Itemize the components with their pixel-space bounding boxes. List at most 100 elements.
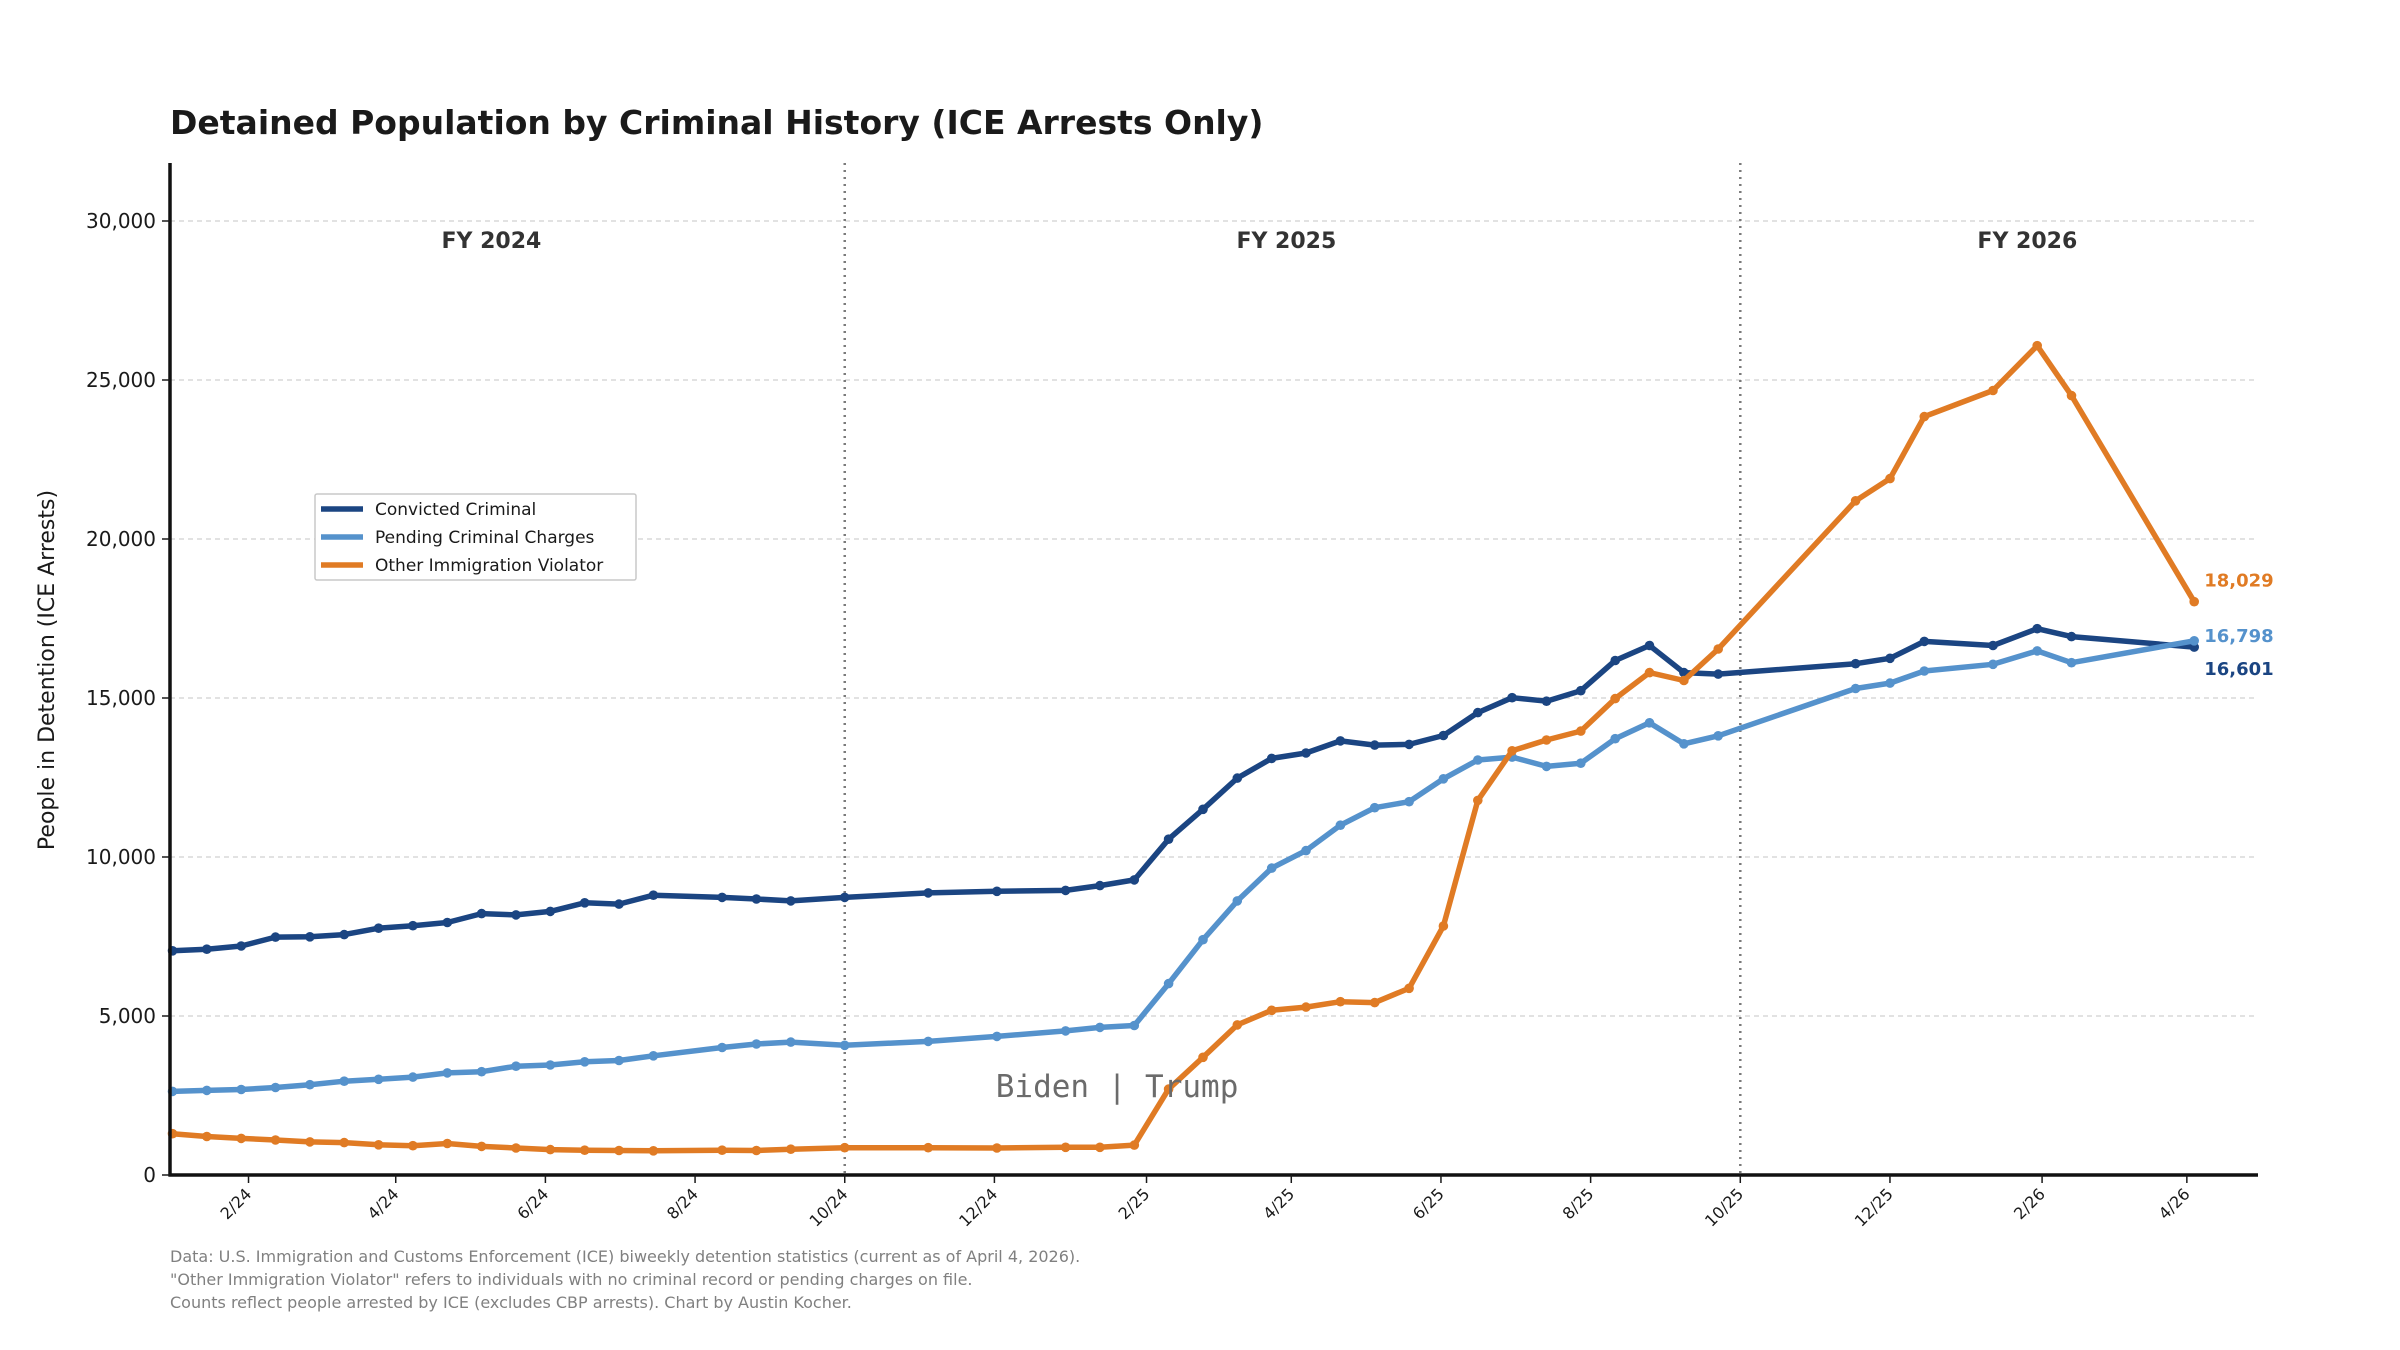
data-point: [305, 932, 315, 942]
data-point: [1610, 655, 1620, 666]
x-tick-label: 6/25: [1409, 1184, 1448, 1223]
data-point: [476, 908, 487, 919]
data-point: [1610, 733, 1620, 744]
data-point: [545, 1060, 556, 1070]
data-point: [545, 906, 556, 917]
series-line: [169, 342, 2197, 1154]
data-point: [648, 1146, 659, 1156]
data-point: [476, 1066, 487, 1077]
data-point: [1507, 692, 1517, 703]
data-point: [236, 941, 246, 951]
x-tick-label: 4/26: [2155, 1184, 2194, 1223]
data-point: [476, 1141, 487, 1152]
data-point: [1850, 658, 1861, 669]
y-tick-label: 10,000: [86, 845, 156, 869]
y-tick-label: 30,000: [86, 209, 156, 233]
series-end-labels: 16,601 16,798 18,029: [2204, 571, 2273, 680]
data-point: [1404, 796, 1414, 807]
data-point: [717, 892, 727, 903]
data-point: [1129, 1140, 1140, 1150]
x-tick-label: 10/24: [806, 1184, 852, 1230]
data-point: [1679, 675, 1689, 686]
data-point: [373, 1074, 384, 1085]
x-tick-label: 2/25: [1115, 1184, 1154, 1223]
data-point: [2189, 636, 2199, 646]
data-point: [1369, 997, 1380, 1008]
data-point: [1095, 880, 1105, 891]
legend: Convicted Criminal Pending Criminal Charg…: [314, 493, 637, 581]
data-point: [1404, 739, 1414, 750]
x-tick-label: 8/24: [663, 1184, 702, 1223]
data-point: [579, 1057, 590, 1067]
data-point: [1541, 735, 1552, 745]
data-point: [1438, 774, 1449, 784]
data-point: [923, 888, 933, 898]
data-point: [1095, 1022, 1105, 1033]
data-point: [1301, 748, 1311, 758]
data-point: [2066, 657, 2077, 668]
data-point: [1919, 411, 1930, 422]
data-point: [1507, 746, 1517, 756]
data-point: [923, 1036, 933, 1047]
data-point: [1095, 1142, 1105, 1153]
series-group: [167, 340, 2199, 1156]
data-point: [1988, 659, 1998, 670]
y-tick-label: 15,000: [86, 686, 156, 710]
x-tick-label: 2/24: [216, 1184, 255, 1223]
y-axis-ticks: 0 5,000 10,000 15,000 20,000 25,000 30,000: [86, 209, 170, 1187]
data-point: [1885, 678, 1895, 688]
data-point: [511, 910, 521, 920]
data-point: [1541, 696, 1552, 706]
data-point: [2032, 623, 2042, 634]
data-point: [1232, 773, 1243, 783]
data-point: [1885, 653, 1895, 664]
data-point: [1301, 845, 1311, 856]
series-line: [169, 625, 2197, 954]
data-point: [1163, 834, 1174, 844]
data-point: [2032, 340, 2042, 351]
data-point: [1163, 1084, 1174, 1094]
fiscal-year-dividers: [843, 163, 1742, 1175]
era-annotation-group: Biden | Trump: [996, 1069, 1239, 1105]
data-point: [751, 894, 762, 904]
data-point: [236, 1084, 246, 1095]
series-line: [169, 638, 2197, 1095]
data-point: [202, 944, 212, 954]
data-point: [786, 1144, 796, 1154]
data-point: [408, 920, 418, 931]
data-point: [1644, 640, 1655, 651]
x-tick-label: 4/25: [1259, 1184, 1298, 1223]
data-point: [442, 917, 453, 928]
data-point: [1266, 863, 1277, 873]
data-point: [717, 1042, 727, 1053]
data-point: [648, 890, 659, 900]
data-point: [442, 1068, 453, 1078]
data-point: [339, 1137, 350, 1148]
data-point: [717, 1145, 727, 1155]
legend-label: Pending Criminal Charges: [375, 528, 595, 548]
x-tick-label: 6/24: [513, 1184, 552, 1223]
legend-label: Convicted Criminal: [375, 500, 536, 520]
data-point: [1266, 753, 1277, 764]
y-axis-title: People in Detention (ICE Arrests): [35, 490, 60, 850]
data-point: [1713, 731, 1723, 741]
data-point: [1438, 921, 1449, 931]
footnotes: Data: U.S. Immigration and Customs Enfor…: [170, 1247, 1080, 1312]
data-point: [1060, 885, 1071, 896]
data-point: [839, 1040, 850, 1051]
x-tick-label: 12/24: [955, 1184, 1001, 1230]
data-point: [339, 1076, 350, 1086]
data-point: [1473, 755, 1483, 765]
data-point: [1198, 934, 1208, 945]
data-point: [1060, 1026, 1071, 1036]
data-point: [786, 1037, 796, 1047]
data-point: [751, 1039, 762, 1049]
data-point: [1576, 758, 1586, 768]
data-point: [1369, 740, 1380, 750]
data-point: [408, 1072, 418, 1082]
data-point: [270, 932, 281, 942]
series-end-label: 18,029: [2204, 571, 2273, 592]
data-point: [992, 1031, 1002, 1042]
data-point: [1473, 795, 1483, 806]
